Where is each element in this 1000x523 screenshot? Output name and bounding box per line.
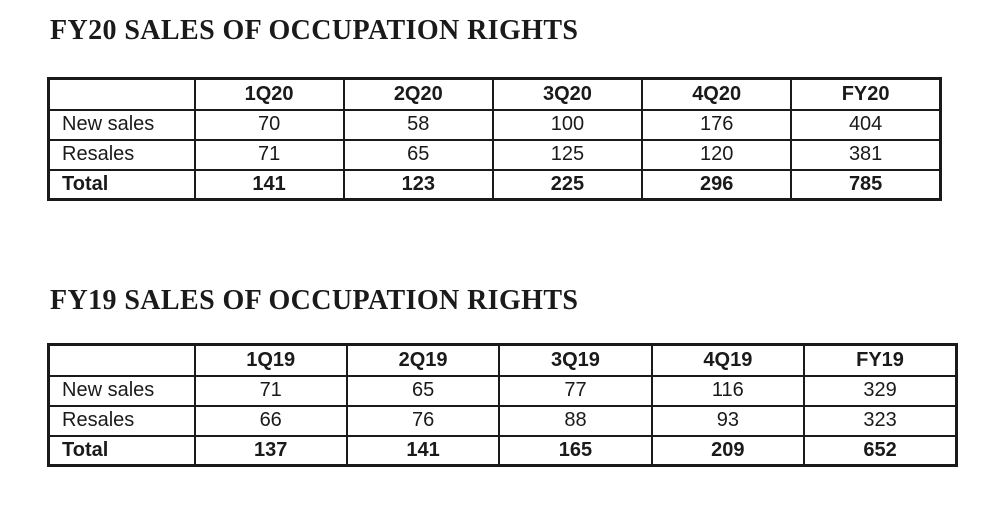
cell-value: 404 bbox=[790, 108, 942, 141]
cell-value: 165 bbox=[498, 434, 653, 467]
table-header-row: 1Q20 2Q20 3Q20 4Q20 FY20 bbox=[47, 77, 942, 111]
table-row-total: Total 137 141 165 209 652 bbox=[47, 434, 958, 467]
cell-value: 141 bbox=[193, 168, 345, 201]
page-title-fy20: FY20 SALES OF OCCUPATION RIGHTS bbox=[50, 15, 579, 46]
row-label: Total bbox=[47, 168, 196, 201]
cell-value: 381 bbox=[790, 138, 942, 171]
cell-value: 88 bbox=[498, 404, 653, 437]
cell-value: 100 bbox=[491, 108, 644, 141]
column-header: 2Q19 bbox=[345, 343, 501, 377]
row-label: New sales bbox=[47, 108, 196, 141]
cell-value: 71 bbox=[193, 374, 348, 407]
corner-cell bbox=[47, 77, 196, 111]
column-header: 3Q20 bbox=[491, 77, 644, 111]
cell-value: 125 bbox=[491, 138, 644, 171]
cell-value: 141 bbox=[345, 434, 501, 467]
cell-value: 58 bbox=[342, 108, 494, 141]
row-label: Total bbox=[47, 434, 196, 467]
cell-value: 785 bbox=[790, 168, 942, 201]
cell-value: 209 bbox=[650, 434, 806, 467]
cell-value: 329 bbox=[803, 374, 958, 407]
cell-value: 65 bbox=[345, 374, 501, 407]
column-header: 1Q20 bbox=[193, 77, 345, 111]
row-label: Resales bbox=[47, 404, 196, 437]
table-header-row: 1Q19 2Q19 3Q19 4Q19 FY19 bbox=[47, 343, 958, 377]
cell-value: 77 bbox=[498, 374, 653, 407]
column-header: 1Q19 bbox=[193, 343, 348, 377]
sales-table-fy20: 1Q20 2Q20 3Q20 4Q20 FY20 New sales 70 58… bbox=[47, 77, 942, 201]
corner-cell bbox=[47, 343, 196, 377]
cell-value: 71 bbox=[193, 138, 345, 171]
row-label: Resales bbox=[47, 138, 196, 171]
cell-value: 93 bbox=[650, 404, 806, 437]
cell-value: 123 bbox=[342, 168, 494, 201]
sales-table-fy19: 1Q19 2Q19 3Q19 4Q19 FY19 New sales 71 65… bbox=[47, 343, 958, 467]
cell-value: 76 bbox=[345, 404, 501, 437]
cell-value: 120 bbox=[641, 138, 793, 171]
cell-value: 66 bbox=[193, 404, 348, 437]
cell-value: 296 bbox=[641, 168, 793, 201]
table-row-total: Total 141 123 225 296 785 bbox=[47, 168, 942, 201]
column-header: FY20 bbox=[790, 77, 942, 111]
cell-value: 70 bbox=[193, 108, 345, 141]
row-label: New sales bbox=[47, 374, 196, 407]
table-row: Resales 66 76 88 93 323 bbox=[47, 404, 958, 437]
page-title-fy19: FY19 SALES OF OCCUPATION RIGHTS bbox=[50, 285, 579, 316]
cell-value: 652 bbox=[803, 434, 958, 467]
cell-value: 137 bbox=[193, 434, 348, 467]
cell-value: 225 bbox=[491, 168, 644, 201]
cell-value: 176 bbox=[641, 108, 793, 141]
cell-value: 323 bbox=[803, 404, 958, 437]
column-header: 3Q19 bbox=[498, 343, 653, 377]
table-row: New sales 70 58 100 176 404 bbox=[47, 108, 942, 141]
cell-value: 116 bbox=[650, 374, 806, 407]
column-header: FY19 bbox=[803, 343, 958, 377]
column-header: 2Q20 bbox=[342, 77, 494, 111]
table-row: New sales 71 65 77 116 329 bbox=[47, 374, 958, 407]
cell-value: 65 bbox=[342, 138, 494, 171]
table-row: Resales 71 65 125 120 381 bbox=[47, 138, 942, 171]
column-header: 4Q19 bbox=[650, 343, 806, 377]
column-header: 4Q20 bbox=[641, 77, 793, 111]
